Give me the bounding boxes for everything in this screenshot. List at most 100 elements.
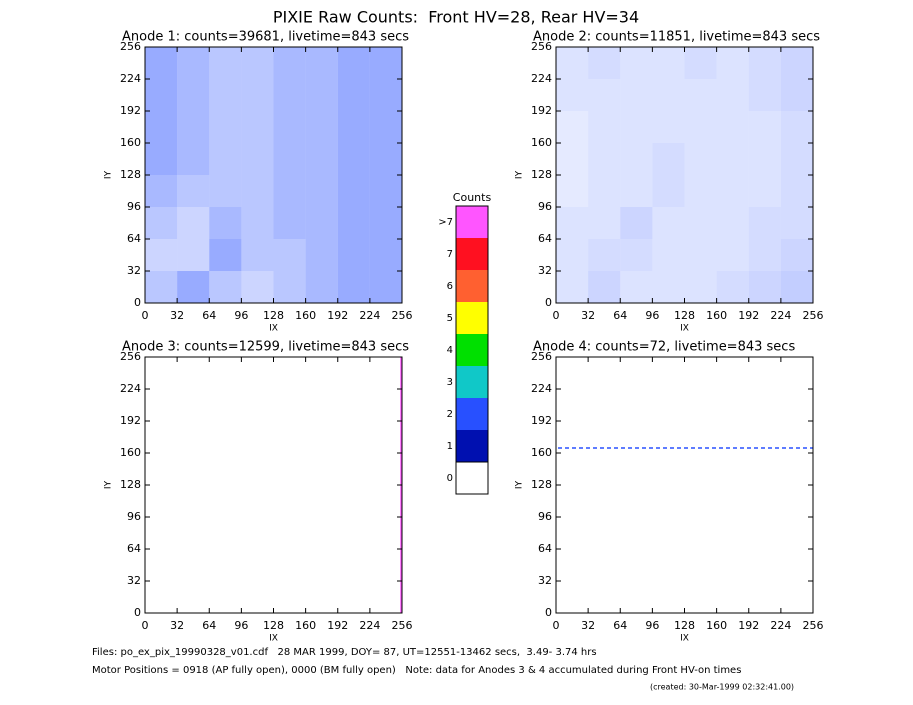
y-tick-label: 0 xyxy=(134,296,141,309)
density-cell xyxy=(209,239,242,271)
density-cell xyxy=(337,239,370,271)
y-axis-label: IY xyxy=(515,170,525,179)
y-tick-label: 256 xyxy=(531,40,552,53)
y-tick-label: 224 xyxy=(120,72,141,85)
y-tick-label: 96 xyxy=(127,510,141,523)
density-cell xyxy=(369,207,402,239)
density-cell xyxy=(369,143,402,175)
density-cell xyxy=(241,143,274,175)
density-cell xyxy=(209,79,242,111)
x-tick-label: 224 xyxy=(770,619,791,632)
density-cell xyxy=(716,239,749,271)
x-tick-label: 32 xyxy=(581,309,595,322)
y-tick-label: 128 xyxy=(531,478,552,491)
density-cell xyxy=(748,111,781,143)
x-tick-label: 96 xyxy=(234,619,248,632)
density-cell xyxy=(177,79,210,111)
density-cell xyxy=(652,79,685,111)
density-cell xyxy=(145,111,178,143)
density-cell xyxy=(716,271,749,303)
y-tick-label: 128 xyxy=(531,168,552,181)
colorbar-block xyxy=(456,366,488,398)
colorbar-label: 2 xyxy=(447,409,453,420)
x-tick-label: 224 xyxy=(359,619,380,632)
density-cell xyxy=(337,271,370,303)
density-cell xyxy=(588,271,621,303)
density-cell xyxy=(556,239,589,271)
density-cell xyxy=(780,47,813,79)
y-tick-label: 0 xyxy=(545,606,552,619)
colorbar-label: 3 xyxy=(447,377,453,388)
density-cell xyxy=(556,207,589,239)
colorbar-block xyxy=(456,270,488,302)
density-cell xyxy=(716,143,749,175)
x-tick-label: 192 xyxy=(327,619,348,632)
x-tick-label: 96 xyxy=(645,309,659,322)
density-cell xyxy=(748,143,781,175)
density-cell xyxy=(652,271,685,303)
density-cell xyxy=(620,111,653,143)
density-cell xyxy=(748,207,781,239)
x-tick-label: 0 xyxy=(142,619,149,632)
density-cell xyxy=(305,79,338,111)
density-cell xyxy=(273,239,306,271)
x-tick-label: 256 xyxy=(803,309,824,322)
density-cell xyxy=(369,79,402,111)
y-axis-label: IY xyxy=(104,170,114,179)
density-cell xyxy=(241,239,274,271)
density-cell xyxy=(177,47,210,79)
density-cell xyxy=(652,239,685,271)
footer-line: Files: po_ex_pix_19990328_v01.cdf 28 MAR… xyxy=(92,647,597,658)
density-cell xyxy=(652,143,685,175)
density-cell xyxy=(556,271,589,303)
density-cell xyxy=(305,175,338,207)
panel-title: Anode 1: counts=39681, livetime=843 secs xyxy=(122,30,409,45)
density-cell xyxy=(369,47,402,79)
colorbar-label: 1 xyxy=(447,441,453,452)
density-cell xyxy=(209,271,242,303)
density-cell xyxy=(145,239,178,271)
density-cell xyxy=(588,239,621,271)
density-cell xyxy=(337,111,370,143)
density-cell xyxy=(273,271,306,303)
y-tick-label: 96 xyxy=(538,200,552,213)
x-axis-label: IX xyxy=(680,324,689,334)
density-cell xyxy=(209,207,242,239)
panel-title: Anode 2: counts=11851, livetime=843 secs xyxy=(533,30,820,45)
y-tick-label: 192 xyxy=(120,104,141,117)
y-tick-label: 160 xyxy=(120,446,141,459)
colorbar-label: 6 xyxy=(447,281,453,292)
density-cell xyxy=(652,111,685,143)
y-tick-label: 32 xyxy=(538,264,552,277)
page-title: PIXIE Raw Counts: Front HV=28, Rear HV=3… xyxy=(273,8,639,27)
density-cell xyxy=(716,47,749,79)
y-tick-label: 64 xyxy=(127,232,141,245)
density-cell xyxy=(305,111,338,143)
density-cell xyxy=(652,175,685,207)
x-axis-label: IX xyxy=(269,324,278,334)
density-cell xyxy=(620,79,653,111)
y-tick-label: 256 xyxy=(531,350,552,363)
x-tick-label: 224 xyxy=(359,309,380,322)
density-cell xyxy=(684,143,717,175)
density-cell xyxy=(748,47,781,79)
density-cell xyxy=(337,143,370,175)
y-tick-label: 64 xyxy=(127,542,141,555)
x-tick-label: 0 xyxy=(553,309,560,322)
density-cell xyxy=(145,79,178,111)
y-tick-label: 224 xyxy=(120,382,141,395)
x-axis-label: IX xyxy=(680,634,689,644)
density-cell xyxy=(716,79,749,111)
density-cell xyxy=(588,143,621,175)
density-cell xyxy=(369,271,402,303)
density-cell xyxy=(337,47,370,79)
density-cell xyxy=(369,175,402,207)
colorbar-label: 0 xyxy=(447,473,453,484)
x-tick-label: 32 xyxy=(170,619,184,632)
density-cell xyxy=(780,271,813,303)
density-cell xyxy=(209,143,242,175)
panel-title: Anode 3: counts=12599, livetime=843 secs xyxy=(122,340,409,355)
density-cell xyxy=(145,47,178,79)
y-tick-label: 160 xyxy=(531,136,552,149)
